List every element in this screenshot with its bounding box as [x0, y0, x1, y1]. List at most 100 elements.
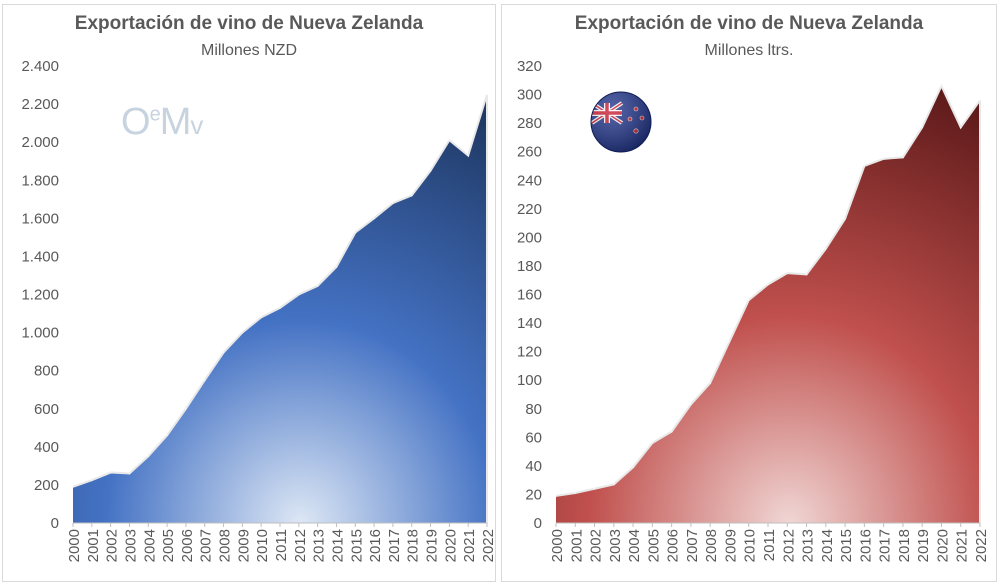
data-point-2013	[316, 285, 319, 287]
data-point-2020	[940, 85, 943, 87]
data-point-2021	[959, 126, 962, 129]
data-point-2001	[91, 479, 93, 481]
data-point-2019	[921, 126, 923, 129]
y-tick-label: 40	[525, 458, 542, 475]
data-point-2010	[260, 316, 262, 319]
data-point-2017	[392, 202, 394, 204]
x-tick-label: 2002	[104, 529, 121, 562]
data-point-2006	[185, 407, 187, 410]
x-tick-label: 2003	[607, 529, 624, 562]
y-tick-label: 0	[534, 515, 542, 532]
y-tick-label: 0	[51, 515, 59, 532]
y-tick-label: 160	[517, 287, 542, 304]
x-tick-label: 2005	[160, 529, 177, 562]
data-point-2003	[128, 472, 131, 475]
data-point-2022	[979, 99, 981, 102]
x-tick-label: 2000	[66, 529, 83, 562]
data-point-2008	[222, 351, 225, 354]
y-tick-label: 60	[525, 429, 542, 446]
x-tick-label: 2020	[442, 529, 459, 562]
data-point-2020	[448, 139, 451, 142]
y-tick-label: 260	[517, 144, 542, 161]
data-point-2011	[767, 283, 769, 286]
x-tick-label: 2011	[273, 529, 290, 561]
x-tick-label: 2021	[461, 529, 478, 562]
data-point-2005	[651, 442, 654, 444]
oemv-logo-watermark: OeMv	[121, 101, 203, 143]
data-point-2001	[574, 492, 577, 494]
x-tick-label: 2018	[405, 529, 422, 562]
x-tick-label: 2006	[665, 529, 682, 562]
x-tick-label: 2020	[934, 529, 951, 562]
x-tick-label: 2017	[386, 529, 403, 562]
data-point-2014	[825, 248, 827, 250]
data-point-2004	[147, 455, 150, 458]
y-tick-label: 200	[34, 477, 59, 494]
x-tick-label: 2014	[819, 529, 836, 562]
data-point-2021	[467, 154, 469, 157]
y-tick-label: 200	[517, 229, 542, 246]
chart-title: Exportación de vino de Nueva Zelanda	[74, 13, 424, 34]
data-point-2022	[486, 93, 488, 96]
y-tick-label: 1.400	[21, 248, 59, 265]
x-tick-label: 2015	[838, 529, 855, 562]
data-point-2002	[593, 487, 596, 490]
x-tick-label: 2016	[367, 529, 384, 562]
x-tick-label: 2007	[198, 529, 215, 562]
x-tick-label: 2017	[877, 529, 894, 562]
chart-panel-volume: Exportación de vino de Nueva Zelanda Mil…	[501, 4, 997, 582]
x-tick-label: 2009	[722, 529, 739, 562]
data-point-2018	[410, 194, 413, 197]
x-tick-label: 2006	[179, 529, 196, 562]
data-point-2019	[429, 169, 432, 172]
data-point-2012	[298, 293, 300, 296]
x-tick-label: 2004	[141, 529, 158, 562]
data-point-2017	[882, 158, 885, 160]
data-point-2002	[109, 471, 112, 474]
y-tick-label: 1.200	[21, 287, 59, 304]
x-tick-label: 2018	[896, 529, 913, 562]
x-tick-label: 2000	[549, 529, 566, 562]
x-tick-label: 2012	[292, 529, 309, 562]
x-tick-label: 2021	[954, 529, 971, 562]
chart-title: Exportación de vino de Nueva Zelanda	[574, 13, 924, 34]
data-point-2006	[670, 430, 673, 433]
data-point-2012	[786, 272, 789, 274]
x-tick-label: 2019	[915, 529, 932, 562]
y-tick-label: 2.400	[21, 58, 59, 75]
x-tick-label: 2016	[857, 529, 874, 562]
data-point-2011	[279, 307, 281, 309]
x-tick-label: 2007	[684, 529, 701, 562]
data-point-2008	[709, 382, 711, 384]
x-tick-label: 2010	[742, 529, 759, 562]
y-tick-label: 120	[517, 344, 542, 361]
x-tick-label: 2001	[568, 529, 585, 562]
y-tick-label: 220	[517, 201, 542, 218]
data-point-2010	[747, 299, 750, 302]
data-point-2016	[863, 165, 866, 167]
y-tick-label: 1.800	[21, 172, 59, 189]
data-point-2015	[844, 218, 846, 220]
y-tick-label: 1.600	[21, 210, 59, 227]
x-tick-label: 2010	[254, 529, 271, 562]
data-point-2014	[335, 266, 338, 268]
y-tick-label: 300	[517, 87, 542, 104]
series-area	[556, 85, 980, 524]
data-point-2016	[373, 217, 375, 220]
y-tick-label: 600	[34, 401, 59, 418]
y-tick-label: 1.000	[21, 325, 59, 342]
area-chart-value-nzd: 0 200 400 600 800 1.000 1.200 1.400 1.600 1.800 2.…	[21, 58, 497, 562]
x-tick-label: 2005	[645, 529, 662, 562]
area-chart-volume-ltrs: 0 20 40 60 80 100 120 140 160 180 200 220 240 260 280 3…	[517, 58, 990, 562]
x-tick-label: 2001	[85, 529, 102, 562]
x-tick-label: 2022	[973, 529, 990, 562]
x-tick-label: 2004	[626, 529, 643, 562]
data-point-2013	[805, 273, 808, 276]
data-point-2007	[690, 403, 692, 406]
y-tick-label: 140	[517, 315, 542, 332]
data-point-2009	[241, 331, 244, 334]
x-tick-label: 2012	[780, 529, 797, 562]
x-tick-label: 2008	[703, 529, 720, 562]
y-tick-label: 180	[517, 258, 542, 275]
